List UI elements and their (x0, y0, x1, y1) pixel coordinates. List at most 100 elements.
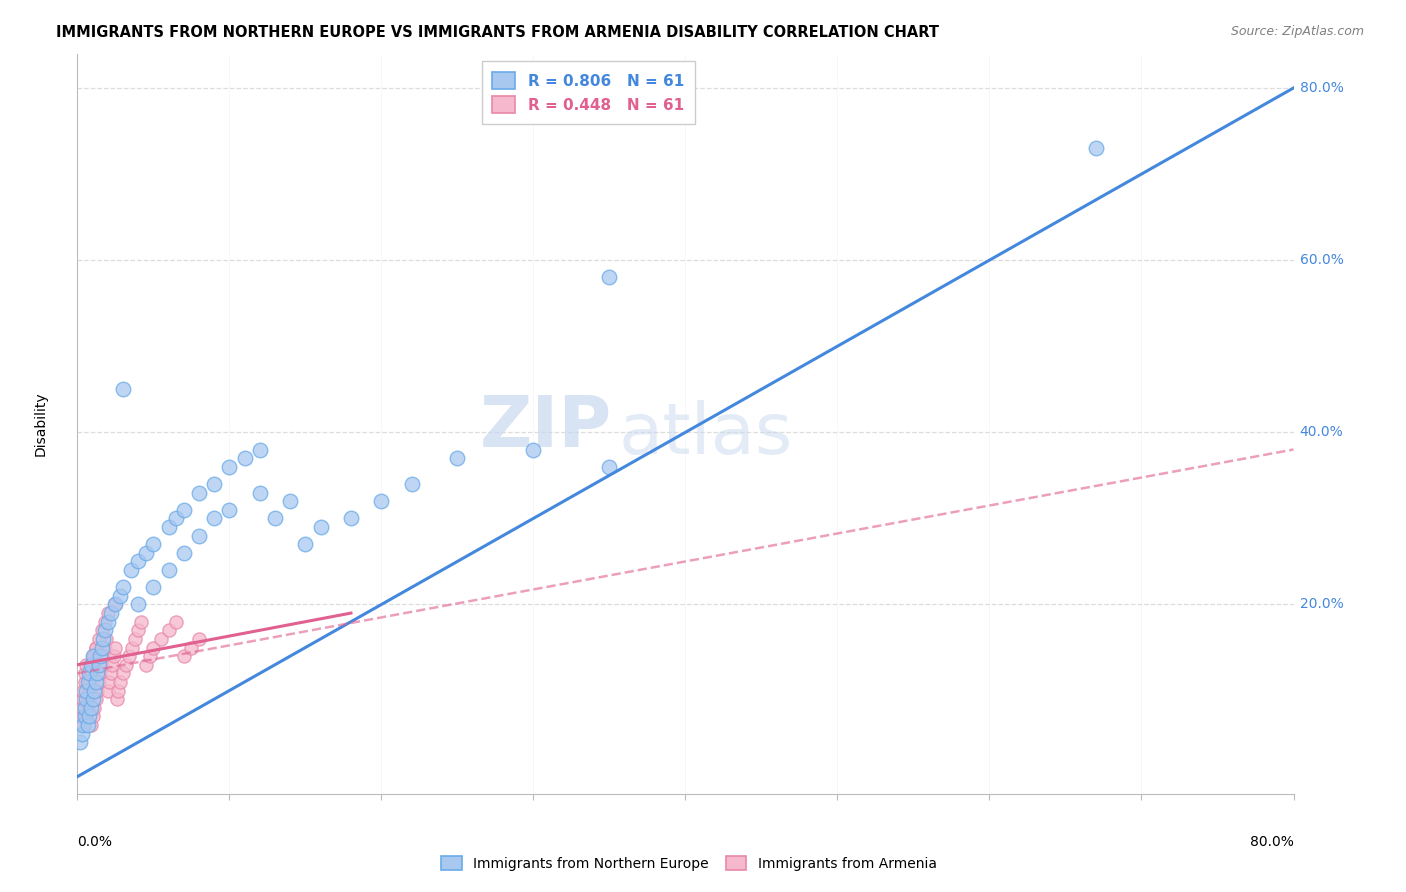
Point (93, 624, 115, 638)
Text: 80.0%: 80.0% (1299, 81, 1344, 95)
Point (108, 675, 131, 690)
Point (79, 709, 101, 723)
Point (98, 675, 121, 690)
Point (173, 503, 195, 517)
Point (127, 624, 149, 638)
Point (202, 477, 225, 491)
Point (278, 494, 301, 508)
Text: 20.0%: 20.0% (1299, 598, 1343, 612)
Point (83, 649, 105, 664)
Point (249, 485, 271, 500)
Point (70, 726, 93, 740)
Point (129, 615, 152, 629)
Point (93, 640, 115, 655)
Point (142, 580, 165, 594)
Point (180, 640, 202, 655)
Point (84, 675, 107, 690)
Legend: Immigrants from Northern Europe, Immigrants from Armenia: Immigrants from Northern Europe, Immigra… (436, 850, 942, 876)
Text: 0.0%: 0.0% (77, 835, 112, 848)
Point (73, 709, 96, 723)
Text: 80.0%: 80.0% (1250, 835, 1294, 848)
Point (121, 640, 143, 655)
Point (83, 700, 105, 714)
Point (77, 692, 100, 706)
Point (82, 692, 104, 706)
Legend: R = 0.806   N = 61, R = 0.448   N = 61: R = 0.806 N = 61, R = 0.448 N = 61 (482, 62, 695, 124)
Point (142, 640, 165, 655)
Point (73, 675, 96, 690)
Point (111, 666, 134, 681)
Text: 60.0%: 60.0% (1299, 253, 1344, 267)
Point (124, 632, 146, 646)
Point (83, 683, 105, 698)
Point (101, 657, 124, 672)
Point (77, 675, 100, 690)
Point (157, 563, 180, 577)
Point (96, 632, 118, 646)
Point (86, 666, 108, 681)
Point (84, 692, 107, 706)
Point (135, 657, 157, 672)
Point (446, 451, 468, 466)
Point (97, 683, 120, 698)
Point (93, 615, 115, 629)
Point (70, 700, 93, 714)
Point (89, 666, 111, 681)
Point (69, 735, 91, 749)
Point (157, 624, 180, 638)
Point (87, 632, 110, 646)
Point (75, 709, 97, 723)
Point (80, 718, 103, 732)
Point (91, 632, 114, 646)
Point (139, 649, 162, 664)
Point (598, 270, 620, 285)
Point (69, 709, 91, 723)
Point (104, 598, 127, 612)
Point (233, 451, 256, 466)
Point (82, 709, 104, 723)
Point (91, 649, 114, 664)
Point (75, 692, 97, 706)
Point (522, 442, 544, 457)
Point (73, 700, 96, 714)
Point (90, 657, 112, 672)
Point (118, 649, 141, 664)
Point (157, 520, 180, 534)
Point (104, 598, 127, 612)
Point (87, 675, 110, 690)
Text: 40.0%: 40.0% (1299, 425, 1343, 439)
Point (80, 657, 103, 672)
Point (97, 615, 120, 629)
Point (149, 632, 172, 646)
Point (80, 700, 103, 714)
Point (75, 657, 97, 672)
Point (173, 649, 195, 664)
Text: IMMIGRANTS FROM NORTHERN EUROPE VS IMMIGRANTS FROM ARMENIA DISABILITY CORRELATIO: IMMIGRANTS FROM NORTHERN EUROPE VS IMMIG… (56, 25, 939, 40)
Point (309, 520, 332, 534)
Point (82, 649, 104, 664)
Point (188, 485, 211, 500)
Point (598, 459, 620, 474)
Point (90, 624, 112, 638)
Point (135, 546, 157, 560)
Point (103, 649, 125, 664)
Point (84, 640, 107, 655)
Point (90, 640, 112, 655)
Point (218, 503, 240, 517)
Point (89, 649, 111, 664)
Point (105, 692, 128, 706)
Point (108, 589, 131, 603)
Point (79, 675, 101, 690)
Point (218, 459, 240, 474)
Point (100, 666, 122, 681)
Point (82, 649, 104, 664)
Point (173, 546, 195, 560)
Point (188, 632, 211, 646)
Point (111, 382, 134, 396)
Point (249, 442, 271, 457)
Point (340, 511, 363, 525)
Text: atlas: atlas (619, 401, 793, 469)
Text: Disability: Disability (34, 392, 48, 456)
Point (72, 718, 94, 732)
Point (87, 657, 110, 672)
